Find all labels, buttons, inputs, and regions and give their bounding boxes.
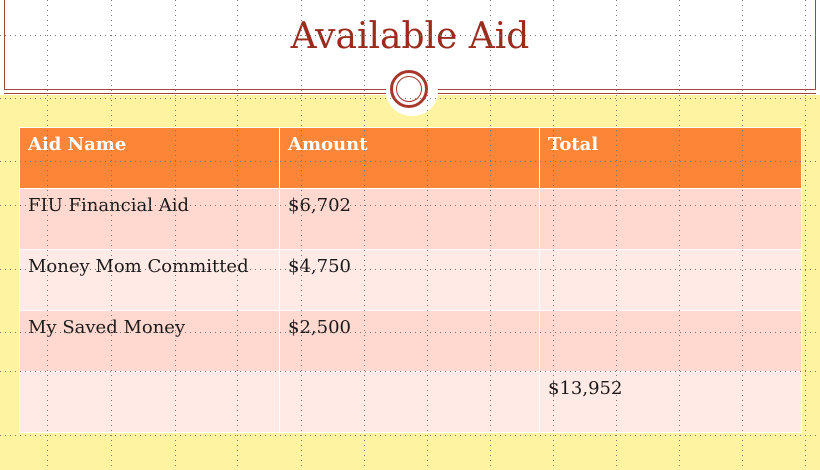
cell-aid-name[interactable]: My Saved Money [19, 310, 280, 372]
slide-title[interactable]: Available Aid [290, 16, 530, 57]
cell-total[interactable] [539, 310, 802, 372]
cell-amount[interactable]: $2,500 [279, 310, 540, 372]
frame-line-right [815, 0, 816, 90]
header-total[interactable]: Total [539, 127, 802, 189]
cell-amount[interactable]: $6,702 [279, 188, 540, 250]
header-amount[interactable]: Amount [279, 127, 540, 189]
table-row: Money Mom Committed $4,750 [19, 249, 802, 311]
cell-amount[interactable]: $4,750 [279, 249, 540, 311]
cell-aid-name[interactable] [19, 371, 280, 433]
table-row: FIU Financial Aid $6,702 [19, 188, 802, 250]
cell-total[interactable]: $13,952 [539, 371, 802, 433]
cell-amount[interactable] [279, 371, 540, 433]
table-row: My Saved Money $2,500 [19, 310, 802, 372]
table-header-row: Aid Name Amount Total [19, 127, 802, 189]
aid-table[interactable]: Aid Name Amount Total FIU Financial Aid … [19, 127, 802, 433]
cell-aid-name[interactable]: FIU Financial Aid [19, 188, 280, 250]
header-aid-name[interactable]: Aid Name [19, 127, 280, 189]
cell-total[interactable] [539, 188, 802, 250]
cell-aid-name[interactable]: Money Mom Committed [19, 249, 280, 311]
frame-line-left [4, 0, 5, 90]
cell-total[interactable] [539, 249, 802, 311]
table-row: $13,952 [19, 371, 802, 433]
circle-ornament-inner-icon [396, 76, 422, 102]
